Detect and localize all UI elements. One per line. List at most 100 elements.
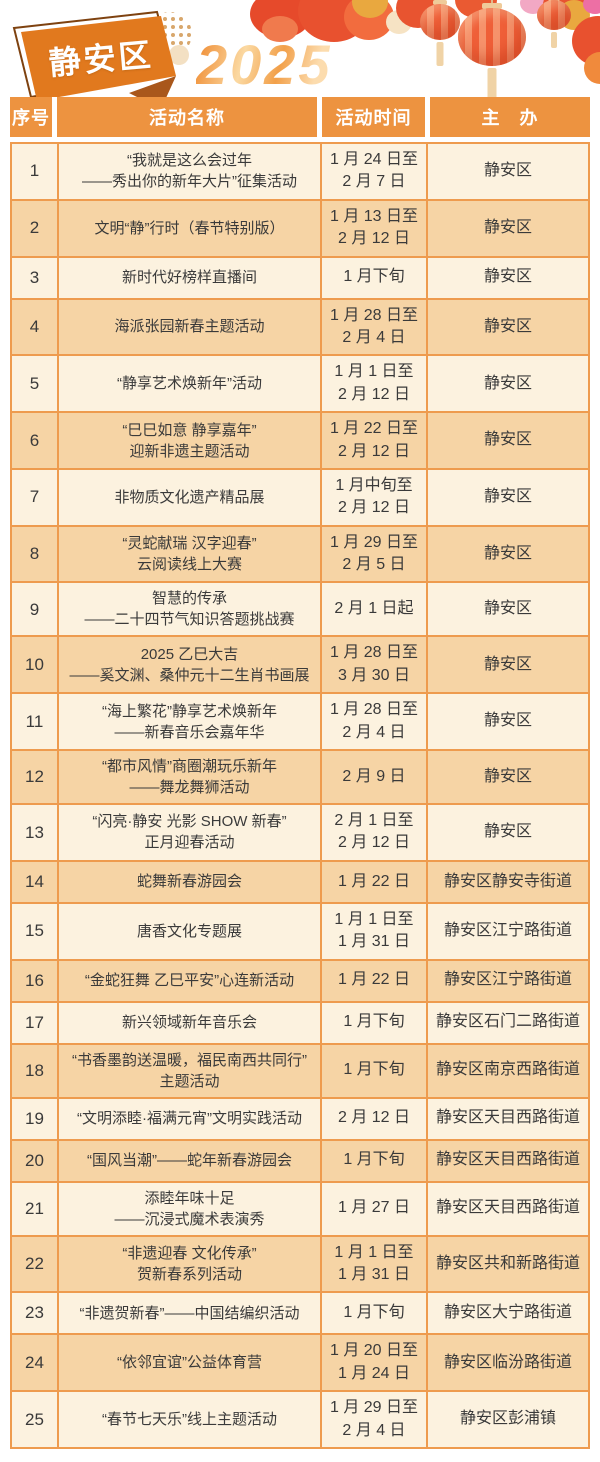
table-row: 11 “海上繁花”静享艺术焕新年 ——新春音乐会嘉年华 1 月 28 日至 2 …: [12, 692, 588, 750]
table-row: 12 “都市风情”商圈潮玩乐新年 ——舞龙舞狮活动 2 月 9 日 静安区: [12, 749, 588, 804]
activity-name: 非物质文化遗产精品展: [57, 467, 320, 525]
row-index: 20: [12, 1138, 57, 1181]
activity-name: “春节七天乐”线上主题活动: [57, 1390, 320, 1447]
activity-name: 添睦年味十足 ——沉浸式魔术表演秀: [57, 1180, 320, 1235]
banner-shape: [12, 10, 192, 97]
table-row: 2 文明“静”行时（春节特别版） 1 月 13 日至 2 月 12 日 静安区: [12, 198, 588, 256]
table-row: 21 添睦年味十足 ——沉浸式魔术表演秀 1 月 27 日 静安区天目西路街道: [12, 1180, 588, 1235]
activity-time: 1 月 1 日至 2 月 12 日: [320, 354, 426, 412]
activities-table-body: 1 “我就是这么会过年 ——秀出你的新年大片”征集活动 1 月 24 日至 2 …: [10, 142, 590, 1449]
activity-name: “闪亮·静安 光影 SHOW 新春” 正月迎春活动: [57, 803, 320, 860]
organizer: 静安区大宁路街道: [426, 1291, 588, 1334]
lantern-icon: [420, 0, 460, 66]
organizer: 静安区: [426, 635, 588, 693]
flower-decoration: [583, 0, 600, 14]
district-banner: 静安区: [10, 8, 200, 97]
activity-name: “我就是这么会过年 ——秀出你的新年大片”征集活动: [57, 144, 320, 199]
activity-name: 文明“静”行时（春节特别版）: [57, 198, 320, 256]
row-index: 19: [12, 1096, 57, 1139]
activity-time: 1 月 28 日至 3 月 30 日: [320, 635, 426, 693]
row-index: 15: [12, 901, 57, 959]
table-row: 22 “非遗迎春 文化传承” 贺新春系列活动 1 月 1 日至 1 月 31 日…: [12, 1234, 588, 1292]
row-index: 9: [12, 581, 57, 635]
table-row: 14 蛇舞新春游园会 1 月 22 日 静安区静安寺街道: [12, 859, 588, 902]
table-row: 4 海派张园新春主题活动 1 月 28 日至 2 月 4 日 静安区: [12, 297, 588, 355]
activity-name: 海派张园新春主题活动: [57, 297, 320, 355]
organizer: 静安区: [426, 255, 588, 298]
organizer: 静安区天目西路街道: [426, 1138, 588, 1181]
activity-name: 唐香文化专题展: [57, 901, 320, 959]
activity-time: 1 月 13 日至 2 月 12 日: [320, 198, 426, 256]
table-row: 15 唐香文化专题展 1 月 1 日至 1 月 31 日 静安区江宁路街道: [12, 901, 588, 959]
activity-name: 新时代好榜样直播间: [57, 255, 320, 298]
table-row: 23 “非遗贺新春”——中国结编织活动 1 月下旬 静安区大宁路街道: [12, 1291, 588, 1334]
organizer: 静安区江宁路街道: [426, 958, 588, 1001]
activity-time: 1 月 24 日至 2 月 7 日: [320, 144, 426, 199]
lantern-tassel: [487, 68, 497, 97]
activity-name: 智慧的传承 ——二十四节气知识答题挑战赛: [57, 581, 320, 636]
activity-name: “灵蛇献瑞 汉字迎春” 云阅读线上大赛: [57, 524, 320, 582]
activity-time: 1 月下旬: [320, 1291, 426, 1334]
flower-decoration: [584, 52, 600, 84]
row-index: 25: [12, 1390, 57, 1447]
activity-time: 1 月 1 日至 1 月 31 日: [320, 901, 426, 959]
activity-time: 1 月下旬: [320, 255, 426, 298]
activity-time: 1 月 29 日至 2 月 5 日: [320, 524, 426, 582]
lantern-cap: [433, 0, 447, 5]
row-index: 8: [12, 524, 57, 582]
activity-name: 2025 乙巳大吉 ——奚文渊、桑仲元十二生肖书画展: [57, 635, 320, 693]
table-row: 5 “静享艺术焕新年”活动 1 月 1 日至 2 月 12 日 静安区: [12, 354, 588, 412]
organizer: 静安区临汾路街道: [426, 1333, 588, 1391]
table-header-row: 序号 活动名称 活动时间 主 办: [10, 97, 590, 137]
lantern-tassel: [436, 42, 444, 66]
activity-time: 1 月 29 日至 2 月 4 日: [320, 1390, 426, 1447]
organizer: 静安区天目西路街道: [426, 1096, 588, 1139]
activity-time: 1 月下旬: [320, 1000, 426, 1043]
organizer: 静安区: [426, 524, 588, 582]
activity-name: “文明添睦·福满元宵”文明实践活动: [57, 1096, 320, 1139]
row-index: 1: [29, 161, 40, 181]
activity-time: 1 月下旬: [320, 1042, 426, 1097]
row-index: 24: [12, 1333, 57, 1390]
activity-time: 1 月 22 日: [320, 958, 426, 1001]
activity-name: “国风当潮”——蛇年新春游园会: [57, 1138, 320, 1181]
row-index: 5: [12, 354, 57, 411]
activity-time: 1 月 20 日至 1 月 24 日: [320, 1333, 426, 1391]
activity-time: 1 月 22 日: [320, 859, 426, 902]
activity-time: 1 月下旬: [320, 1138, 426, 1181]
organizer: 静安区: [426, 467, 588, 525]
table-row: 17 新兴领域新年音乐会 1 月下旬 静安区石门二路街道: [12, 1000, 588, 1043]
organizer: 静安区: [426, 749, 588, 804]
column-header-activity-time: 活动时间: [322, 97, 430, 137]
activity-name: “依邻宜谊”公益体育营: [57, 1333, 320, 1391]
organizer: 静安区: [426, 411, 588, 468]
activity-name: “巳巳如意 静享嘉年” 迎新非遗主题活动: [57, 411, 320, 468]
row-index: 23: [12, 1291, 57, 1333]
flower-decoration: [352, 0, 388, 18]
row-index: 11: [12, 692, 57, 749]
activity-name: 新兴领域新年音乐会: [57, 1000, 320, 1043]
row-index: 14: [12, 859, 57, 902]
activity-time: 1 月中旬至 2 月 12 日: [320, 467, 426, 525]
table-row: 8 “灵蛇献瑞 汉字迎春” 云阅读线上大赛 1 月 29 日至 2 月 5 日 …: [12, 524, 588, 582]
lantern-icon: [537, 0, 571, 48]
table-row: 24 “依邻宜谊”公益体育营 1 月 20 日至 1 月 24 日 静安区临汾路…: [12, 1333, 588, 1391]
page-header: 静安区 2025: [0, 0, 600, 97]
activity-time: 2 月 1 日至 2 月 12 日: [320, 803, 426, 860]
year-2025: 2025: [196, 33, 333, 96]
lantern-cap: [482, 3, 502, 9]
row-index: 12: [12, 749, 57, 803]
organizer: 静安区天目西路街道: [426, 1180, 588, 1235]
activity-name: “非遗贺新春”——中国结编织活动: [57, 1291, 320, 1334]
row-index: 13: [12, 803, 57, 860]
row-index: 2: [12, 198, 57, 256]
table-row: 6 “巳巳如意 静享嘉年” 迎新非遗主题活动 1 月 22 日至 2 月 12 …: [12, 411, 588, 468]
activity-name: “都市风情”商圈潮玩乐新年 ——舞龙舞狮活动: [57, 749, 320, 804]
organizer: 静安区南京西路街道: [426, 1042, 588, 1097]
table-row: 7 非物质文化遗产精品展 1 月中旬至 2 月 12 日 静安区: [12, 467, 588, 525]
organizer: 静安区共和新路街道: [426, 1234, 588, 1292]
row-index: 17: [12, 1000, 57, 1043]
organizer: 静安区: [426, 144, 588, 199]
flower-decoration: [262, 16, 298, 42]
activity-name: “静享艺术焕新年”活动: [57, 354, 320, 412]
